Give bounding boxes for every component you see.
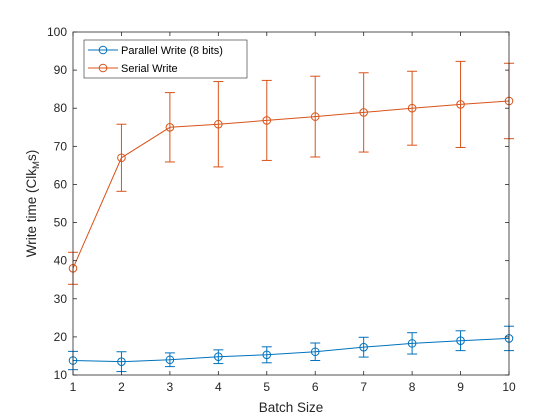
y-tick-label: 90 — [54, 63, 68, 77]
series-line — [72, 100, 510, 269]
data-point — [117, 153, 126, 163]
x-tick-label: 7 — [360, 380, 367, 394]
x-tick-label: 5 — [263, 380, 270, 394]
x-tick-label: 2 — [118, 380, 125, 394]
data-point — [117, 357, 126, 366]
y-tick-label: 50 — [54, 216, 68, 230]
y-tick-label: 30 — [54, 292, 68, 306]
data-point — [310, 112, 320, 121]
data-point — [407, 103, 417, 113]
y-tick-label: 10 — [54, 368, 68, 382]
y-tick-label: 80 — [54, 101, 68, 115]
y-axis-label: Write time (ClkMs) — [24, 150, 42, 257]
y-tick-label: 100 — [47, 25, 67, 39]
y-tick-label: 40 — [54, 254, 68, 268]
x-tick-label: 6 — [312, 380, 319, 394]
x-tick-label: 8 — [409, 380, 416, 394]
y-tick-label: 70 — [54, 139, 68, 153]
y-axis-label-suffix: s) — [24, 150, 39, 161]
data-point — [359, 342, 368, 352]
y-axis-label-main: Write time (Clk — [24, 169, 39, 258]
data-point — [407, 339, 417, 348]
data-point — [262, 116, 272, 125]
data-point — [214, 119, 223, 129]
y-tick-label: 20 — [54, 330, 68, 344]
data-point — [456, 100, 465, 109]
x-axis-label: Batch Size — [259, 400, 324, 415]
data-point — [165, 355, 175, 365]
legend-marker-parallel — [98, 45, 108, 55]
x-tick-label: 4 — [215, 380, 222, 394]
data-point — [359, 108, 368, 117]
plot-background — [73, 32, 509, 375]
x-tick-label: 3 — [167, 380, 174, 394]
plot-area-border — [72, 31, 510, 376]
data-point — [262, 350, 272, 360]
x-tick-label: 10 — [502, 380, 516, 394]
legend-label-serial: Serial Write — [121, 63, 178, 75]
legend-box — [83, 39, 248, 79]
y-axis-label-subscript: M — [31, 161, 42, 169]
data-point — [456, 336, 465, 346]
series-line — [72, 337, 510, 363]
data-point — [165, 122, 175, 132]
x-tick-label: 9 — [457, 380, 464, 394]
legend: Parallel Write (8 bits) Serial Write — [83, 39, 248, 79]
data-point — [310, 347, 320, 357]
x-tick-label: 1 — [70, 380, 77, 394]
data-point — [214, 352, 223, 362]
legend-marker-serial — [98, 63, 108, 73]
legend-label-parallel: Parallel Write (8 bits) — [121, 45, 223, 57]
y-tick-label: 60 — [54, 177, 68, 191]
